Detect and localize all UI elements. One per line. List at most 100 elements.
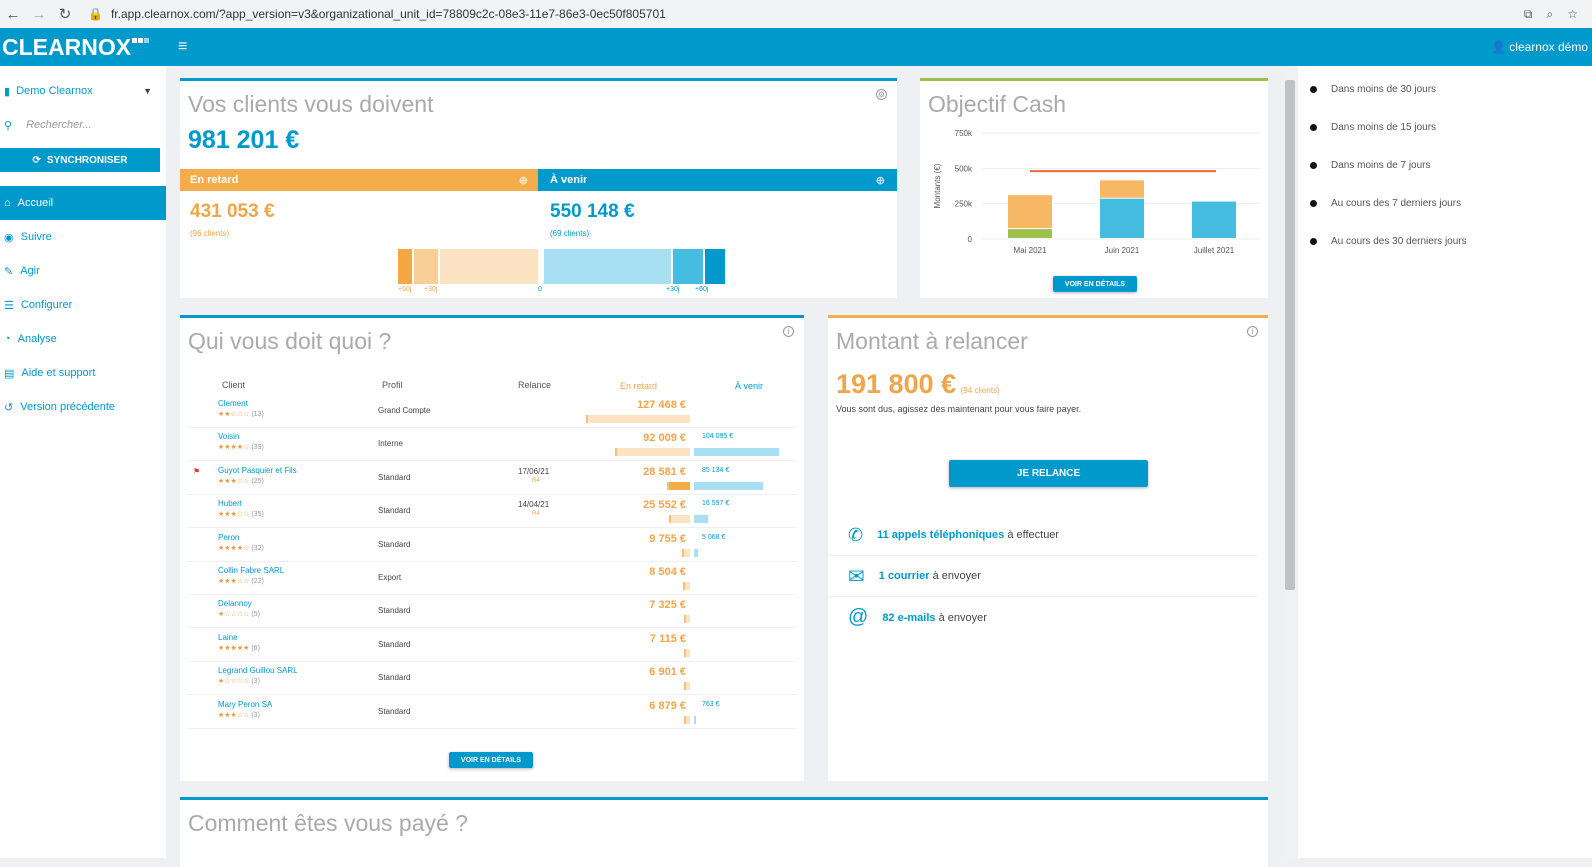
star-rating: ★★★★☆ [218,544,250,552]
table-row[interactable]: Mary Peron SA ★★★☆☆ (3) Standard 6 879 € 763… [188,696,796,729]
column-header-late[interactable]: En retard [620,381,658,391]
table-row[interactable]: Hubert ★★★☆☆ (35) Standard 14/04/21 R4 25 552… [188,495,796,529]
late-amount: 8 504 € [649,566,686,578]
sidebar: ▮ Demo Clearnox ▼ ⚲ Rechercher... ⟳ SYNCHRO… [0,66,166,858]
scale-label: +60j [695,286,709,293]
building-icon: ▮ [4,85,11,98]
aging-segment[interactable] [673,249,703,284]
sync-button[interactable]: ⟳ SYNCHRONISER [0,148,160,172]
column-header-client[interactable]: Client [222,380,246,390]
y-tick-label: 500k [955,164,973,173]
action-calls[interactable]: ✆ 11 appels téléphoniques à effectuer [828,515,1258,556]
user-menu[interactable]: 👤 clearnox démo [1491,40,1588,54]
client-profile: Standard [378,506,411,516]
scrollbar[interactable] [1284,70,1296,858]
x-tick-label: Juillet 2021 [1194,246,1235,255]
aging-segment[interactable] [414,249,438,284]
bar-pr-vu-venir- [1192,201,1236,238]
aging-bar [398,249,725,284]
star-icon[interactable]: ☆ [1567,6,1578,21]
x-tick-label: Mai 2021 [1014,246,1047,255]
translate-icon[interactable]: ⧉ [1523,6,1533,21]
search-icon: ⚲ [4,119,13,132]
sidebar-item-suivre[interactable]: ◉ Suivre [4,231,52,244]
address-bar[interactable]: 🔒 fr.app.clearnox.com/?app_version=v3&org… [88,7,666,21]
timeline-item[interactable]: Au cours des 30 derniers jours [1310,222,1592,260]
logo[interactable]: CLEARNOX [0,34,178,61]
book-icon: ▤ [4,367,15,380]
y-tick-label: 250k [955,200,973,209]
settings-icon[interactable]: ⚙ [876,89,887,100]
table-row[interactable]: Laine ★★★★★ (6) Standard 7 115 € [188,629,796,662]
org-select[interactable]: ▮ Demo Clearnox ▼ [0,78,160,104]
cash-details-button[interactable]: VOIR EN DÉTAILS [1053,276,1137,292]
late-bar [586,415,690,423]
timeline-item[interactable]: Dans moins de 7 jours [1310,146,1592,184]
table-row[interactable]: Clement ★★☆☆☆ (13) Grand Compte 127 468 € [188,395,796,428]
plus-circle-icon[interactable]: ⊕ [518,175,528,187]
column-header-profil[interactable]: Profil [382,380,403,390]
late-amount: 9 755 € [649,532,686,545]
client-name[interactable]: Mary Peron SA [218,699,273,709]
timeline-item[interactable]: Dans moins de 15 jours [1310,108,1592,146]
x-tick-label: Juin 2021 [1105,246,1140,255]
sidebar-item-accueil[interactable]: ⌂ Accueil [0,186,166,220]
table-row[interactable]: Collin Fabre SARL ★★★☆☆ (22) Export 8 504 € [188,562,796,595]
zoom-icon[interactable]: ⌕ [1546,6,1554,21]
sidebar-item-analyse[interactable]: ◔ Analyse [4,333,57,345]
late-amount: 92 009 € [643,432,686,445]
info-icon[interactable]: i [1247,326,1258,337]
column-header-upcoming[interactable]: À venir [735,381,764,391]
back-icon[interactable]: ← [5,5,21,23]
card-title: Montant à relancer [836,328,1028,354]
rating-count: (32) [251,544,264,552]
client-name[interactable]: Delannoy [218,599,252,609]
aging-segment[interactable] [544,249,671,284]
aging-segment[interactable] [440,249,538,284]
client-name[interactable]: Laine [218,632,238,642]
scrollbar-thumb[interactable] [1285,80,1295,590]
search-input[interactable]: ⚲ Rechercher... [4,119,92,132]
aging-segment[interactable] [398,249,412,284]
timeline-item[interactable]: Au cours des 7 derniers jours [1310,184,1592,222]
late-bar [669,515,690,524]
column-header-relance[interactable]: Relance [518,380,552,390]
upcoming-bar [694,548,699,557]
client-name[interactable]: Voisin [218,432,240,442]
sidebar-item-version-precedente[interactable]: ↺ Version précédente [4,401,116,414]
client-name[interactable]: Hubert [218,499,243,509]
star-rating: ★★★★☆ [218,444,250,452]
client-name[interactable]: Collin Fabre SARL [218,566,285,575]
rating-count: (35) [251,511,264,519]
upcoming-clients: (69 clients) [550,229,590,238]
sidebar-item-aide[interactable]: ▤ Aide et support [4,367,96,380]
menu-toggle-icon[interactable]: ≡ [178,38,188,55]
timeline-item[interactable]: Dans moins de 30 jours [1310,70,1592,108]
info-icon[interactable]: i [783,326,794,337]
table-row[interactable]: Legrand Guillou SARL ★☆☆☆☆ (3) Standard 6 9… [188,662,796,696]
table-row[interactable]: Voisin ★★★★☆ (39) Interne 92 009 € 104 095 € [188,428,796,462]
table-row[interactable]: Delannoy ★☆☆☆☆ (5) Standard 7 325 € [188,595,796,629]
who-details-button[interactable]: VOIR EN DÉTAILS [449,752,533,768]
aging-segment[interactable] [705,249,725,284]
y-axis-label: Montants (€) [933,163,942,208]
action-letters[interactable]: ✉ 1 courrier à envoyer [828,556,1258,597]
sidebar-item-agir[interactable]: ✎ Agir [4,265,40,278]
plus-circle-icon[interactable]: ⊕ [875,175,885,187]
client-name[interactable]: Legrand Guillou SARL [218,666,298,676]
table-row[interactable]: ⚑ Guyot Pasquier et Fils ★★★☆☆ (25) Standar… [188,462,796,495]
sidebar-item-configurer[interactable]: ☰ Configurer [4,299,73,312]
client-name[interactable]: Peron [218,532,240,542]
client-name[interactable]: Clement [218,399,248,408]
action-emails[interactable]: @82 e-mails à envoyer [848,606,987,628]
relance-level: R4 [532,477,540,484]
client-profile: Standard [378,673,411,683]
cash-chart: 0 250k 500k 750k Montants (€) Mai 2021 Juin 20… [933,129,1260,255]
forward-icon[interactable]: → [31,5,47,23]
je-relance-button[interactable]: JE RELANCE [949,460,1148,487]
reload-icon[interactable]: ↻ [58,6,72,23]
client-name[interactable]: Guyot Pasquier et Fils [218,465,297,475]
late-header: En retard ⊕ [180,169,538,191]
eye-icon: ◉ [4,231,14,244]
table-row[interactable]: Peron ★★★★☆ (32) Standard 9 755 € 5 068 € [188,529,796,562]
